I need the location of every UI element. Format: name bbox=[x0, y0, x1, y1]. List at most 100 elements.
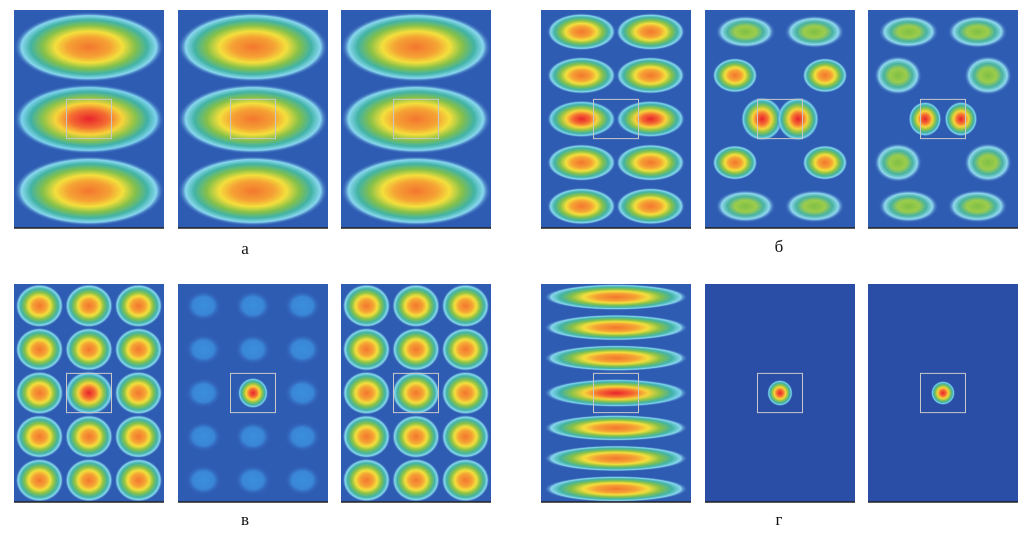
field-lobe bbox=[235, 421, 271, 452]
field-lobe bbox=[185, 377, 222, 409]
field-map bbox=[341, 284, 491, 503]
field-lobe bbox=[874, 142, 922, 183]
field-lobe bbox=[114, 414, 163, 459]
field-lobe bbox=[715, 189, 776, 223]
field-lobe bbox=[15, 414, 64, 459]
field-lobe bbox=[767, 379, 793, 407]
map-background bbox=[868, 10, 1018, 228]
panel-label: г bbox=[776, 510, 783, 529]
field-lobe bbox=[235, 464, 271, 496]
field-map bbox=[705, 10, 855, 229]
field-lobe bbox=[14, 12, 164, 82]
field-lobe bbox=[547, 100, 616, 138]
field-lobe bbox=[284, 464, 321, 496]
field-map bbox=[868, 10, 1018, 229]
field-lobe bbox=[544, 475, 688, 502]
field-map bbox=[14, 10, 164, 229]
field-lobe bbox=[185, 290, 222, 322]
panel-label: б bbox=[775, 237, 784, 256]
field-lobe bbox=[947, 189, 1008, 223]
field-lobe bbox=[114, 327, 163, 372]
field-lobe bbox=[547, 56, 616, 94]
field-lobe bbox=[931, 381, 955, 405]
field-lobe bbox=[392, 458, 440, 502]
source-box bbox=[593, 372, 639, 414]
field-lobe bbox=[712, 57, 758, 93]
field-map bbox=[178, 10, 328, 229]
field-lobe bbox=[185, 334, 222, 365]
field-lobe bbox=[114, 458, 163, 502]
source-box bbox=[757, 372, 803, 414]
field-lobe bbox=[802, 145, 848, 181]
field-lobe bbox=[784, 189, 845, 223]
field-lobe bbox=[441, 458, 490, 502]
field-lobe bbox=[15, 284, 64, 328]
field-lobe bbox=[14, 156, 164, 226]
field-lobe bbox=[238, 377, 268, 409]
field-lobe bbox=[715, 15, 776, 49]
field-lobe bbox=[341, 12, 491, 82]
field-lobe bbox=[712, 145, 758, 181]
field-lobe bbox=[547, 187, 616, 225]
panel-label: а bbox=[241, 239, 249, 258]
field-lobe bbox=[544, 414, 688, 441]
field-lobe bbox=[65, 327, 113, 372]
field-lobe bbox=[616, 13, 685, 51]
field-lobe bbox=[342, 371, 391, 415]
field-lobe bbox=[874, 55, 922, 96]
field-map bbox=[14, 284, 164, 503]
field-lobe bbox=[178, 156, 328, 226]
field-lobe bbox=[616, 144, 685, 182]
source-box bbox=[66, 98, 112, 140]
field-map bbox=[178, 284, 328, 503]
field-lobe bbox=[544, 284, 688, 311]
source-box bbox=[920, 98, 966, 140]
source-box bbox=[230, 372, 276, 414]
source-box bbox=[920, 372, 966, 414]
field-map bbox=[705, 284, 855, 503]
field-map bbox=[868, 284, 1018, 503]
field-lobe bbox=[802, 57, 848, 93]
source-box bbox=[593, 98, 639, 140]
field-lobe bbox=[878, 15, 939, 49]
field-lobe bbox=[185, 464, 222, 496]
field-lobe bbox=[441, 414, 490, 459]
field-lobe bbox=[741, 97, 783, 141]
field-lobe bbox=[441, 327, 490, 372]
field-lobe bbox=[342, 458, 391, 502]
field-lobe bbox=[284, 334, 321, 365]
field-lobe bbox=[441, 284, 490, 328]
field-lobe bbox=[178, 84, 328, 154]
field-lobe bbox=[65, 371, 113, 415]
field-lobe bbox=[616, 56, 685, 94]
field-map bbox=[541, 10, 691, 229]
field-lobe bbox=[284, 290, 321, 322]
field-lobe bbox=[15, 371, 64, 415]
field-lobe bbox=[15, 458, 64, 502]
field-lobe bbox=[616, 187, 685, 225]
field-lobe bbox=[185, 421, 222, 452]
field-lobe bbox=[544, 378, 688, 408]
field-lobe bbox=[544, 314, 688, 341]
field-lobe bbox=[284, 421, 321, 452]
source-box bbox=[66, 372, 112, 414]
field-map bbox=[341, 10, 491, 229]
field-map bbox=[541, 284, 691, 503]
field-lobe bbox=[341, 84, 491, 154]
source-box bbox=[393, 98, 439, 140]
field-lobe bbox=[878, 189, 939, 223]
field-lobe bbox=[114, 284, 163, 328]
field-lobe bbox=[341, 156, 491, 226]
source-box bbox=[393, 372, 439, 414]
field-lobe bbox=[65, 458, 113, 502]
field-lobe bbox=[342, 284, 391, 328]
field-lobe bbox=[547, 144, 616, 182]
field-lobe bbox=[616, 100, 685, 138]
source-box bbox=[230, 98, 276, 140]
field-lobe bbox=[392, 327, 440, 372]
field-lobe bbox=[114, 371, 163, 415]
field-lobe bbox=[947, 15, 1008, 49]
field-lobe bbox=[544, 445, 688, 472]
field-lobe bbox=[14, 84, 164, 154]
field-lobe bbox=[441, 371, 490, 415]
